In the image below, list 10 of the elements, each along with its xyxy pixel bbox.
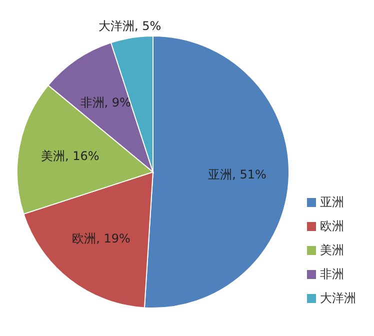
data-label: 非洲, 9% xyxy=(80,95,131,110)
legend-label: 非洲 xyxy=(320,267,344,281)
legend-label: 大洋洲 xyxy=(320,291,356,305)
data-label: 欧洲, 19% xyxy=(72,232,130,246)
legend-label: 美洲 xyxy=(320,243,344,257)
legend-label: 欧洲 xyxy=(320,219,344,233)
legend-label: 亚洲 xyxy=(320,195,344,209)
data-label: 大洋洲, 5% xyxy=(98,18,162,33)
data-label: 亚洲, 51% xyxy=(208,168,266,182)
data-label: 美洲, 16% xyxy=(41,149,100,164)
